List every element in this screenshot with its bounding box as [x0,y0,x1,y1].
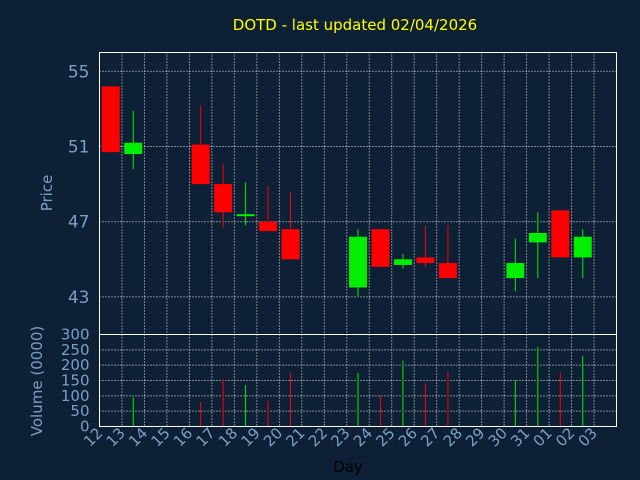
candle-body [236,214,255,217]
candle-body [191,144,210,185]
candle-body [371,229,390,267]
x-tick-label: 03 [575,424,601,450]
volume-tick-label: 300 [61,326,90,344]
volume-tick-label: 250 [61,341,90,359]
volume-tick-label: 200 [61,356,90,374]
volume-tick-label: 50 [70,402,89,420]
volume-axis-label: Volume (0000) [28,326,46,436]
candle-body [528,232,547,243]
volume-tick-label: 150 [61,372,90,390]
candle-body [101,86,120,153]
candle-body [551,210,570,258]
candle-body [438,263,457,279]
candle-body [281,229,300,260]
price-tick-label: 47 [68,213,90,233]
chart-title: DOTD - last updated 02/04/2026 [233,16,477,34]
volume-panel-frame [99,334,617,427]
price-tick-label: 55 [68,62,90,82]
price-tick-label: 43 [68,288,90,308]
candle-body [573,236,592,258]
candle-body [259,221,278,232]
candle-body [349,236,367,288]
candle-body [124,142,143,155]
x-axis-ticks: 1213141516171819202122232425262728293031… [80,424,601,450]
candle-body [393,259,412,265]
volume-marks [132,346,584,427]
candle-body [416,257,435,264]
candle-body [214,184,233,213]
volume-tick-label: 100 [61,387,90,405]
price-tick-label: 51 [68,138,90,158]
candle-body [506,263,525,279]
price-axis-ticks: 43 47 51 55 [68,62,90,308]
volume-tick-label: 0 [80,418,90,436]
price-axis-label: Price [38,175,56,212]
price-marks [101,86,592,297]
x-axis-label: Day [333,458,363,476]
